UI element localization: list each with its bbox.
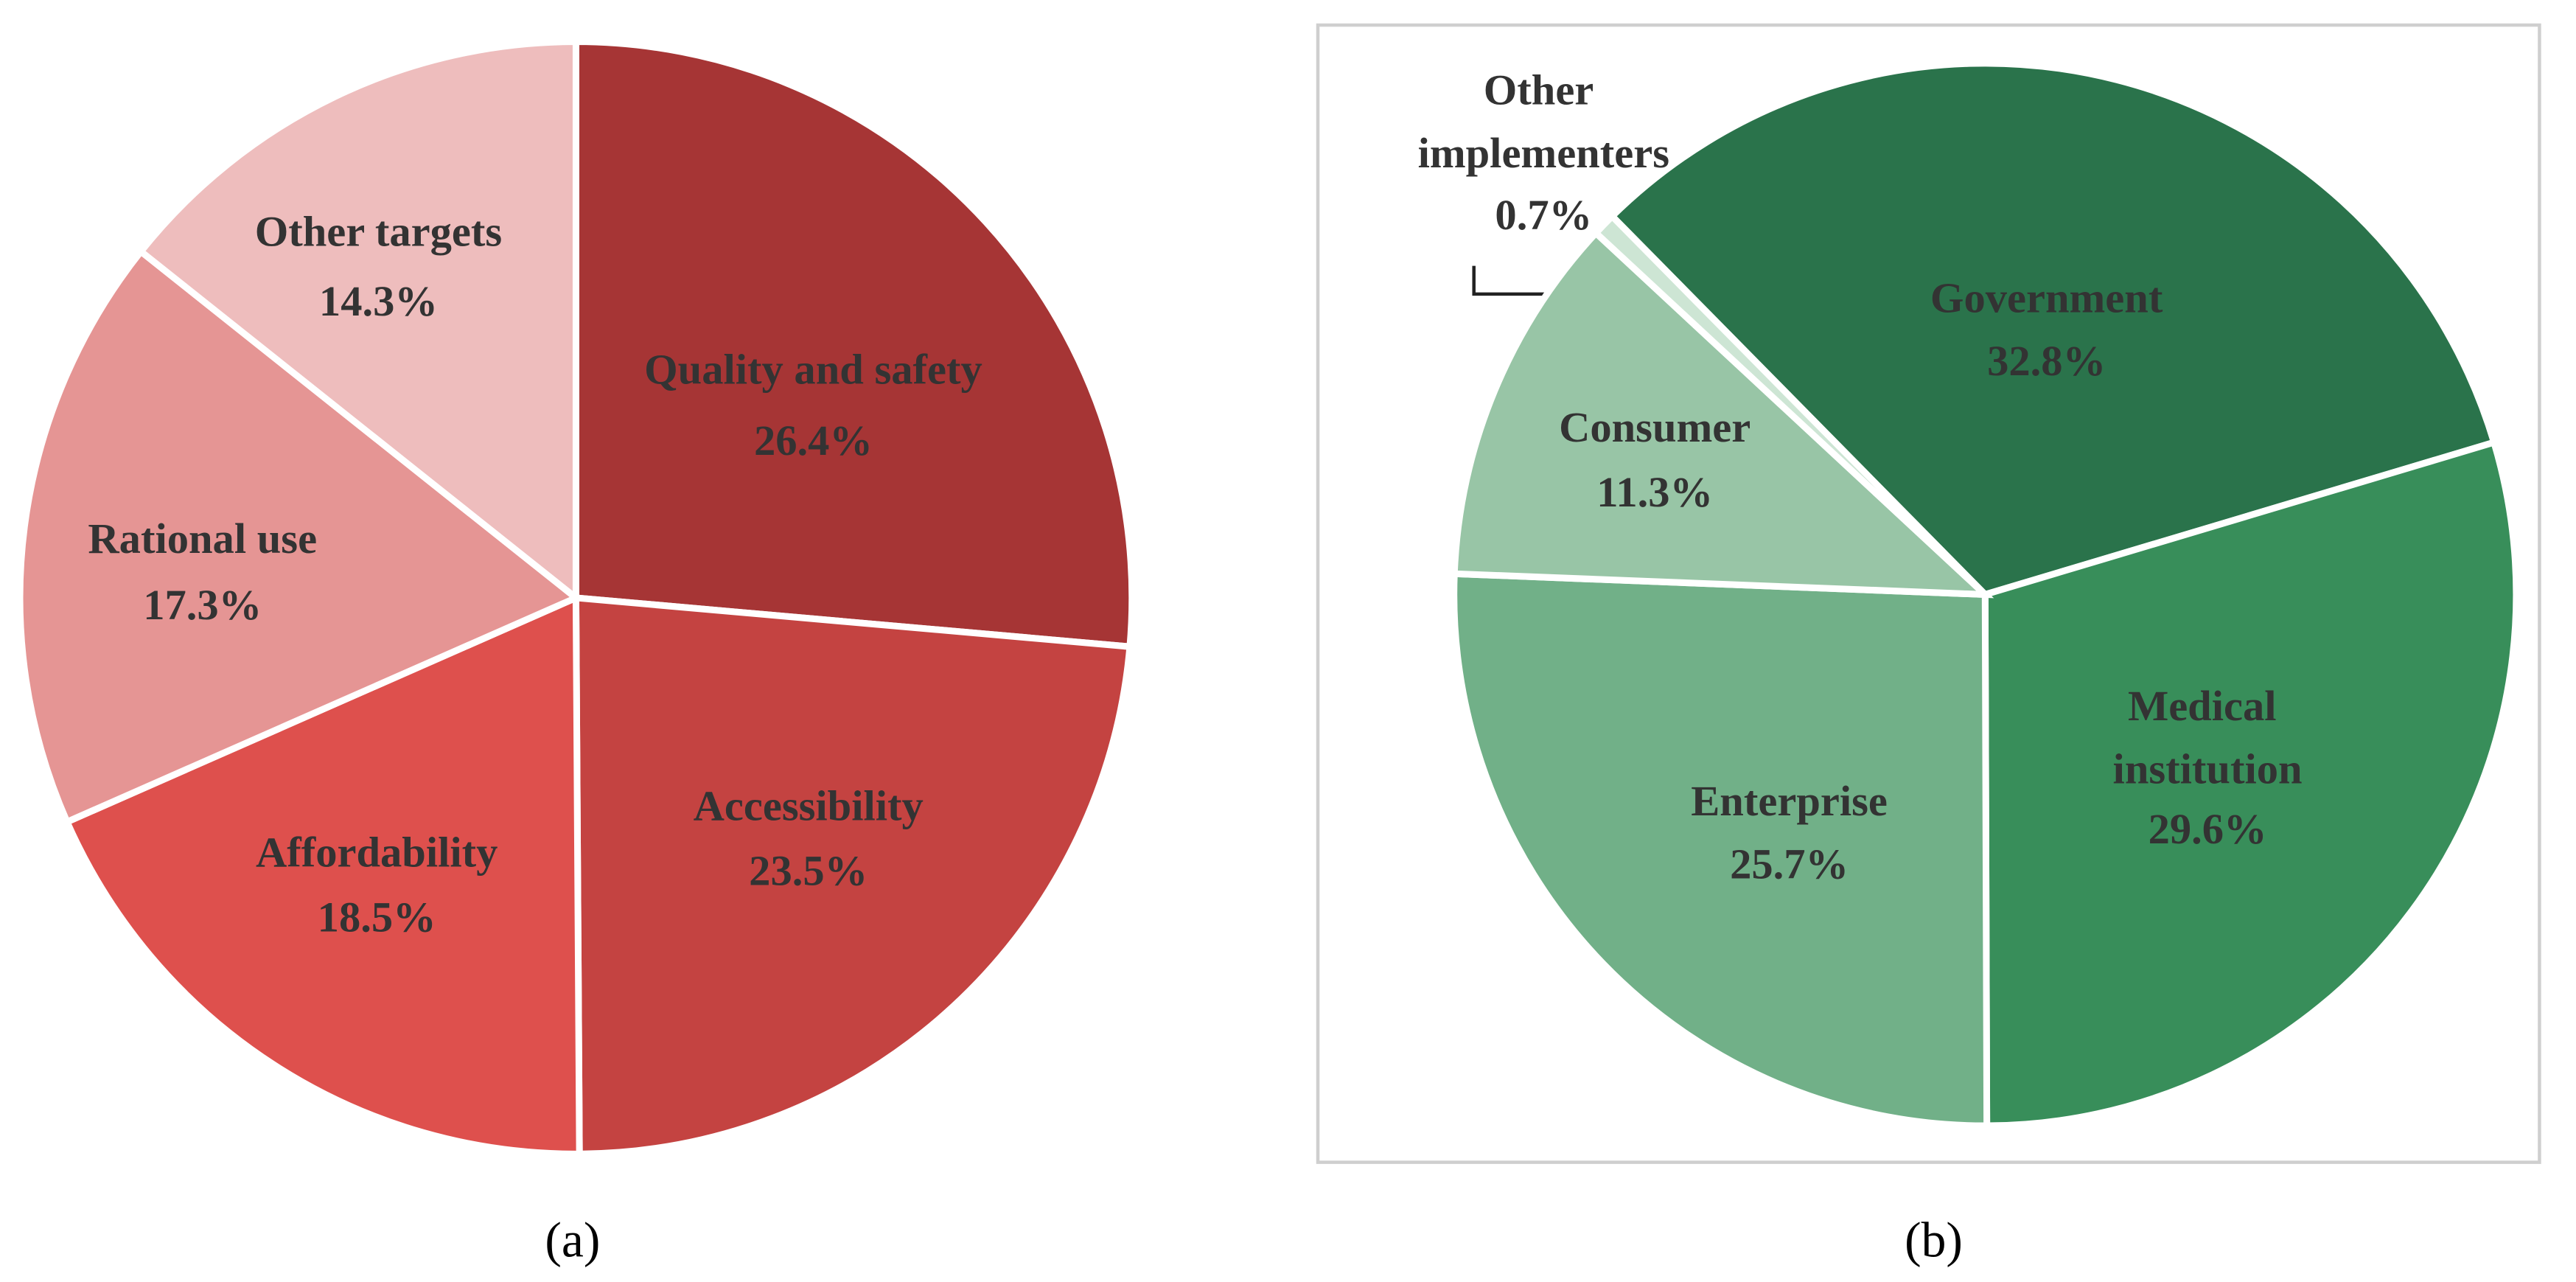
slice-label: Quality and safety: [644, 345, 982, 393]
slice-label: Accessibility: [694, 782, 924, 830]
pie-slice: [572, 38, 1136, 651]
panel-frame: [1316, 23, 2541, 1164]
pie-slice: [1451, 570, 1991, 1129]
panel-label: (b): [1905, 1213, 1963, 1268]
value-label: 25.7%: [1730, 840, 1849, 888]
slice-label: Other implementers: [1418, 66, 1669, 178]
slice-label: Medical institution: [2113, 683, 2303, 794]
slice-label: Rational use: [88, 515, 317, 562]
pie-slice: [136, 38, 579, 605]
slice-label: Consumer: [1559, 403, 1751, 451]
slice-label: Affordability: [256, 829, 498, 877]
value-label: 18.5%: [318, 893, 436, 941]
pie-slice: [1981, 438, 2520, 1129]
pie-slice: [63, 593, 583, 1157]
slice-label: Enterprise: [1691, 777, 1888, 825]
value-label: 14.3%: [319, 277, 438, 325]
value-label: 17.3%: [143, 581, 262, 629]
value-label: 11.3%: [1596, 468, 1713, 516]
slice-label: Other targets: [255, 207, 502, 255]
value-label: 32.8%: [1987, 337, 2106, 385]
panel-label: (a): [545, 1213, 600, 1268]
pie-slice: [1591, 211, 1988, 597]
pie-slice: [1607, 60, 2499, 599]
value-label: 29.6%: [2149, 805, 2267, 853]
value-label: 0.7%: [1495, 191, 1592, 239]
slice-label: Government: [1930, 274, 2163, 322]
pie-slice: [572, 594, 1134, 1157]
value-label: 26.4%: [754, 417, 873, 464]
value-label: 23.5%: [749, 846, 868, 894]
pie-slice: [1451, 228, 1994, 599]
pie-slice: [16, 246, 583, 826]
